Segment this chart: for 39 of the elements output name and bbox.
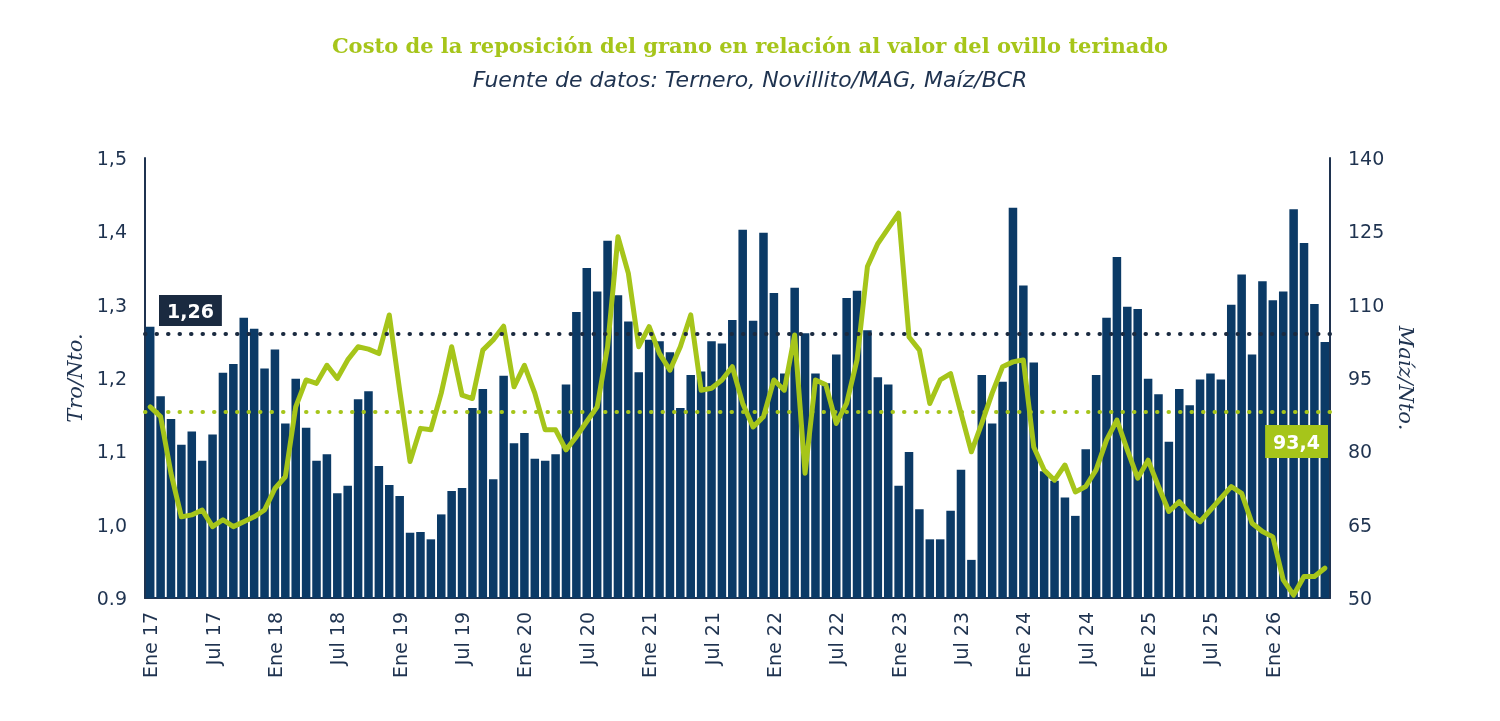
- x-tick-label: Ene 18: [263, 612, 286, 678]
- y-tick-label: 0.9: [96, 587, 127, 609]
- x-tick-label: Ene 21: [638, 612, 661, 678]
- x-tick-label: Ene 19: [388, 612, 411, 678]
- y-tick-label: 1,2: [96, 367, 127, 389]
- y-tick-label: 1,3: [96, 293, 127, 316]
- x-tick-label: Ene 20: [513, 612, 536, 678]
- y-tick-label: 1,5: [96, 147, 127, 169]
- x-tick-label: Jul 20: [575, 612, 598, 667]
- x-tick-label: Ene 24: [1012, 612, 1035, 678]
- x-tick-label: Ene 23: [887, 612, 910, 678]
- x-tick-label: Jul 23: [949, 612, 972, 667]
- chart-subtitle: Fuente de datos: Ternero, Novillito/MAG, Maíz/BCR: [472, 66, 1028, 92]
- y-axis-title: Tro/Nto.: [62, 333, 87, 423]
- y2-tick-label: 110: [1348, 293, 1385, 316]
- y2-tick-label: 80: [1348, 440, 1373, 463]
- x-tick-label: Jul 17: [201, 612, 224, 667]
- x-tick-label: Ene 26: [1261, 612, 1284, 678]
- y2-tick-label: 50: [1348, 587, 1373, 609]
- y2-tick-label: 95: [1348, 367, 1373, 389]
- y2-tick-label: 65: [1348, 513, 1373, 536]
- annotation: 93,4: [1273, 430, 1321, 453]
- y-tick-label: 1,1: [96, 440, 127, 463]
- x-tick-label: Jul 21: [700, 612, 723, 667]
- x-tick-label: Jul 24: [1074, 612, 1097, 667]
- x-tick-label: Ene 17: [139, 612, 162, 678]
- y-tick-label: 1,0: [96, 513, 127, 536]
- x-tick-label: Jul 18: [326, 612, 349, 667]
- x-tick-label: Jul 22: [825, 612, 848, 667]
- y2-tick-label: 140: [1348, 147, 1385, 169]
- y-tick-label: 1,4: [96, 220, 127, 243]
- chart-title: Costo de la reposición del grano en relación al valor del ovillo terinado: [331, 33, 1169, 58]
- y2-axis-title: Maíz/Nto.: [1393, 324, 1418, 431]
- ref-line-label: 1,26: [167, 299, 214, 322]
- y2-tick-label: 125: [1348, 220, 1385, 243]
- x-tick-label: Ene 25: [1137, 612, 1160, 678]
- x-tick-label: Jul 19: [451, 612, 474, 667]
- x-tick-label: Ene 22: [762, 612, 785, 678]
- x-tick-label: Jul 25: [1199, 612, 1222, 667]
